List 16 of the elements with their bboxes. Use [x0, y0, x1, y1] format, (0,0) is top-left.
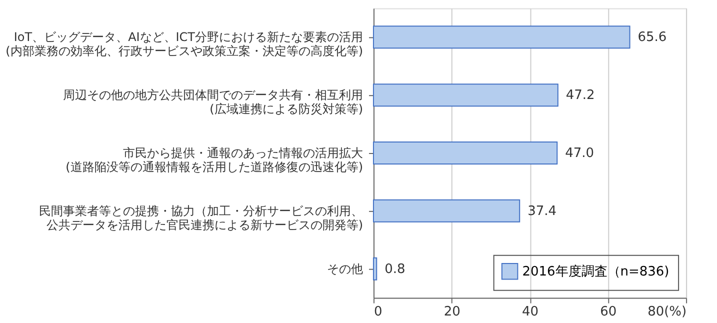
x-tick-label: 80(%): [648, 304, 687, 320]
text: 0.8: [384, 262, 406, 277]
x-tick-label: 0: [374, 304, 382, 320]
x-tick-label: 20: [444, 304, 460, 320]
text: 65.6: [638, 30, 667, 46]
legend-label: 2016年度調査（n=836): [522, 263, 670, 280]
y-tick-label: 市民から提供・通報のあった情報の活用拡大(道路陥没等の通報情報を活用した道路修復の迅速化等): [66, 146, 363, 174]
y-tick-label: その他: [326, 262, 363, 276]
text: 37.4: [528, 204, 556, 219]
y-tick-label: 民間事業者等との提携・協力（加工・分析サービスの利用、公共データを活用した官民連携による新サービスの開発等): [38, 204, 363, 232]
y-tick-label: IoT、ビッグデータ、AIなど、ICT分野における新たな要素の活用(内部業務の効率化、行政サービスや政策立案・決定等の高度化等): [6, 30, 363, 58]
x-tick-label: 40: [522, 304, 539, 320]
y-tick-label: 周辺その他の地方公共団体間でのデータ共有・相互利用(広域連携による防災対策等): [62, 88, 363, 116]
text: 47.2: [566, 88, 595, 104]
text: 47.0: [565, 146, 594, 162]
x-tick-label: 60: [600, 304, 617, 320]
